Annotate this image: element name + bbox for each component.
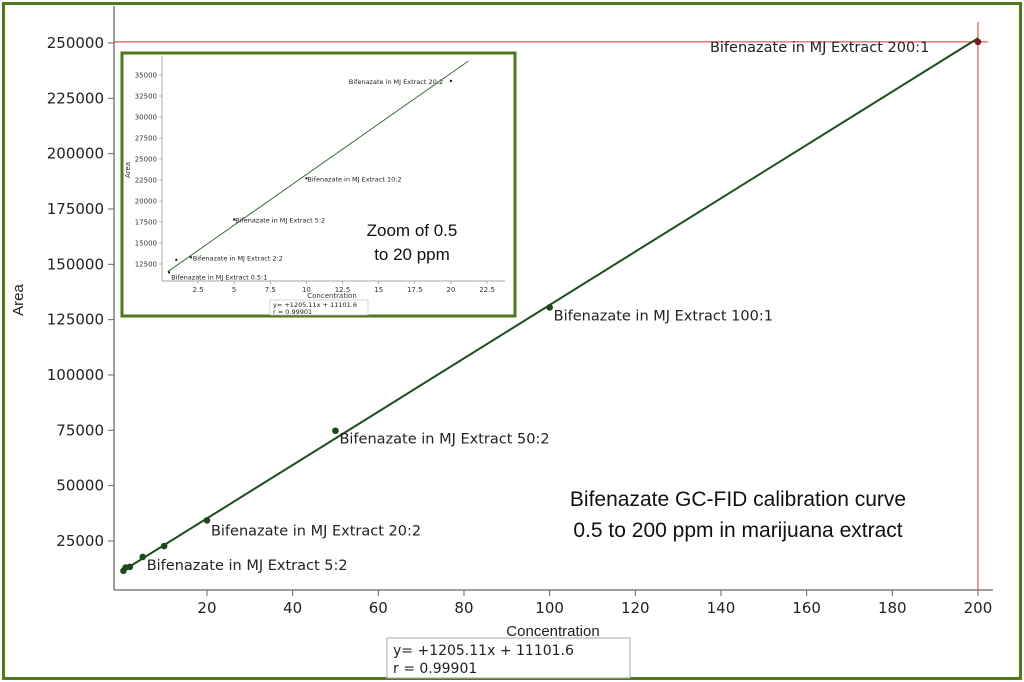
inset-data-point[interactable] xyxy=(449,79,452,82)
x-tick-label: 40 xyxy=(283,599,302,617)
y-tick-label: 175000 xyxy=(47,200,104,218)
inset-x-tick-label: 7.5 xyxy=(265,286,276,294)
x-tick-label: 20 xyxy=(197,599,216,617)
inset-y-tick-label: 12500 xyxy=(135,261,157,269)
caption-line-1: Bifenazate GC-FID calibration curve xyxy=(570,488,906,511)
inset-x-tick-label: 12.5 xyxy=(335,286,351,294)
inset-y-axis-title: Area xyxy=(124,162,132,178)
x-tick-label: 120 xyxy=(621,599,650,617)
y-tick-label: 225000 xyxy=(47,89,104,107)
inset-data-point[interactable] xyxy=(189,256,192,259)
y-tick-label: 100000 xyxy=(47,366,104,384)
inset-x-tick-label: 2.5 xyxy=(192,286,203,294)
x-tick-label: 200 xyxy=(964,599,993,617)
data-point[interactable] xyxy=(139,553,147,561)
data-point[interactable] xyxy=(160,542,168,550)
data-point-label: Bifenazate in MJ Extract 5:2 xyxy=(147,558,348,574)
inset-plot-area: Bifenazate in MJ Extract 0.5:1 Bifenazate… xyxy=(167,60,469,281)
inset-data-point[interactable] xyxy=(305,177,308,180)
inset-x-tick-label: 17.5 xyxy=(407,286,423,294)
data-point[interactable] xyxy=(203,517,211,524)
inset-y-tick-label: 30000 xyxy=(135,114,157,122)
inset-chart: 12500 15000 17500 20000 22500 25000 27500 30000… xyxy=(120,51,517,318)
inset-x-tick-label: 15 xyxy=(374,286,383,294)
inset-fit-line xyxy=(167,60,469,273)
data-point-label: Bifenazate in MJ Extract 200:1 xyxy=(710,40,929,56)
inset-data-point[interactable] xyxy=(168,271,171,274)
x-tick-label: 160 xyxy=(792,599,821,617)
inset-data-point[interactable] xyxy=(175,258,178,261)
inset-y-tick-label: 35000 xyxy=(135,72,157,80)
inset-equation-box: y= +1205.11x + 11101.6 r = 0.99901 xyxy=(269,299,369,316)
zoom-caption-line-2: to 20 ppm xyxy=(374,245,450,264)
y-tick-label: 75000 xyxy=(56,421,104,439)
x-tick-label: 180 xyxy=(878,599,907,617)
y-tick-label: 50000 xyxy=(56,477,104,495)
inset-r-value-text: r = 0.99901 xyxy=(273,308,312,316)
inset-y-tick-label: 20000 xyxy=(135,198,157,206)
inset-data-point[interactable] xyxy=(233,218,236,221)
x-axis-title: Concentration xyxy=(506,623,599,640)
inset-x-tick-label: 20 xyxy=(446,286,455,294)
inset-x-tick-label: 22.5 xyxy=(479,286,495,294)
inset-data-point-label: Bifenazate in MJ Extract 10:2 xyxy=(307,175,401,183)
inset-data-point-label: Bifenazate in MJ Extract 20:2 xyxy=(349,78,443,86)
inset-data-point-label: Bifenazate in MJ Extract 0.5:1 xyxy=(171,273,267,281)
inset-y-tick-label: 25000 xyxy=(135,156,157,164)
data-point-label: Bifenazate in MJ Extract 20:2 xyxy=(211,523,421,539)
inset-axes: 12500 15000 17500 20000 22500 25000 27500 30000… xyxy=(135,56,505,294)
y-tick-label: 200000 xyxy=(47,145,104,163)
r-value-text: r = 0.99901 xyxy=(393,661,477,677)
x-tick-label: 80 xyxy=(454,599,473,617)
data-point[interactable] xyxy=(974,38,982,46)
data-point-label: Bifenazate in MJ Extract 100:1 xyxy=(554,308,773,324)
inset-x-axis-title: Concentration xyxy=(307,292,357,300)
inset-y-tick-label: 17500 xyxy=(135,219,157,227)
data-point[interactable] xyxy=(126,563,134,571)
inset-y-tick-label: 22500 xyxy=(135,177,157,185)
inset-y-tick-label: 27500 xyxy=(135,135,157,143)
x-tick-label: 140 xyxy=(707,599,736,617)
y-tick-label: 25000 xyxy=(56,532,104,550)
inset-data-point-label: Bifenazate in MJ Extract 2:2 xyxy=(193,254,283,262)
data-point-label: Bifenazate in MJ Extract 50:2 xyxy=(339,432,549,448)
y-tick-label: 250000 xyxy=(47,34,104,52)
chart-caption: Bifenazate GC-FID calibration curve 0.5 … xyxy=(570,488,906,542)
y-axis-title: Area xyxy=(10,284,27,316)
caption-line-2: 0.5 to 200 ppm in marijuana extract xyxy=(573,519,902,542)
equation-box: y= +1205.11x + 11101.6 r = 0.99901 xyxy=(386,637,631,679)
x-tick-label: 60 xyxy=(369,599,388,617)
inset-x-tick-label: 5 xyxy=(232,286,236,294)
y-tick-label: 125000 xyxy=(47,311,104,329)
inset-equation-text: y= +1205.11x + 11101.6 xyxy=(273,301,357,309)
data-point[interactable] xyxy=(332,427,339,435)
inset-y-tick-label: 32500 xyxy=(135,93,157,101)
main-axes: 25000 50000 75000 100000 125000 150000 175000 2… xyxy=(47,6,993,617)
equation-text: y= +1205.11x + 11101.6 xyxy=(393,643,574,659)
zoom-caption-line-1: Zoom of 0.5 xyxy=(367,221,458,240)
inset-data-point-label: Bifenazate in MJ Extract 5:2 xyxy=(235,216,325,224)
data-point[interactable] xyxy=(546,304,553,311)
y-tick-label: 150000 xyxy=(47,255,104,273)
inset-y-tick-label: 15000 xyxy=(135,240,157,248)
x-tick-label: 100 xyxy=(535,599,564,617)
fit-line xyxy=(122,37,979,572)
inset-x-tick-label: 10 xyxy=(302,286,311,294)
